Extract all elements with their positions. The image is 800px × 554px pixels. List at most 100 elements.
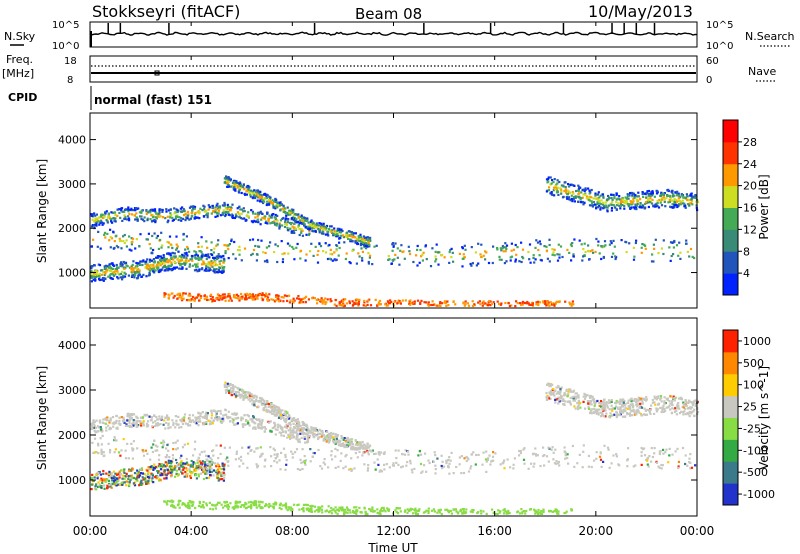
power-cell	[218, 260, 221, 263]
velocity-cell	[235, 413, 238, 416]
power-cell	[487, 261, 491, 265]
power-cell	[636, 202, 639, 206]
velocity-cell	[374, 468, 377, 471]
velocity-cell	[332, 439, 335, 443]
power-cell	[100, 219, 103, 222]
power-cell	[208, 256, 211, 259]
power-cell	[326, 233, 329, 236]
power-cell	[151, 234, 154, 238]
power-cell	[266, 299, 269, 302]
velocity-cell	[135, 421, 138, 424]
velocity-cell	[634, 464, 637, 467]
power-cell	[552, 251, 555, 254]
velocity-cell	[594, 408, 597, 411]
velocity-cell	[639, 399, 642, 402]
power-cell	[155, 212, 158, 215]
velocity-cell	[458, 463, 461, 466]
power-cell	[413, 300, 416, 303]
power-cell	[358, 239, 361, 242]
power-cell	[471, 262, 474, 265]
velocity-cell	[573, 399, 577, 402]
power-cell	[368, 245, 371, 248]
velocity-cell	[270, 455, 273, 458]
power-cell	[503, 262, 506, 265]
power-cell	[94, 275, 97, 279]
power-cell	[188, 250, 191, 253]
power-cell	[168, 267, 171, 270]
velocity-cell	[224, 409, 227, 412]
velocity-cell	[156, 445, 159, 448]
velocity-cell	[668, 400, 671, 403]
velocity-cell	[296, 423, 299, 426]
power-cell	[672, 195, 675, 198]
velocity-cell	[286, 411, 289, 414]
power-cell	[309, 226, 312, 229]
velocity-cell	[354, 447, 357, 450]
power-cell	[363, 246, 366, 249]
power-cell	[90, 272, 93, 275]
velocity-cell	[575, 392, 578, 395]
velocity-cell	[276, 461, 279, 464]
power-cell	[180, 296, 183, 299]
velocity-cell	[298, 438, 301, 441]
power-cell	[212, 251, 215, 254]
velocity-cell	[356, 441, 359, 444]
velocity-cell	[334, 455, 337, 458]
velocity-cell	[126, 419, 129, 422]
power-cell	[247, 211, 250, 214]
power-cell	[362, 243, 365, 246]
power-cell	[203, 295, 206, 298]
power-cell	[90, 225, 93, 228]
power-cell	[292, 229, 295, 232]
velocity-cell	[410, 468, 413, 471]
velocity-cell	[241, 423, 244, 426]
power-cell	[363, 299, 366, 302]
velocity-cell	[287, 433, 290, 436]
velocity-cell	[320, 435, 323, 438]
power-cell	[501, 247, 504, 250]
velocity-cell	[128, 413, 131, 416]
power-cell	[549, 301, 552, 304]
power-cell	[197, 245, 200, 248]
power-cell	[179, 264, 182, 267]
power-cell	[173, 294, 176, 298]
power-cell	[387, 300, 390, 303]
power-cell	[673, 201, 676, 204]
velocity-cell	[255, 396, 258, 399]
velocity-cell	[303, 461, 306, 464]
power-cell	[233, 240, 236, 244]
velocity-cell	[227, 460, 230, 463]
velocity-cell	[523, 447, 526, 450]
power-cell	[603, 240, 607, 243]
velocity-cell	[674, 407, 677, 410]
power-cell	[95, 213, 98, 216]
power-cell	[174, 217, 177, 220]
power-cell	[637, 195, 640, 198]
velocity-cell	[206, 412, 209, 415]
power-cell	[148, 243, 151, 246]
power-cell	[177, 260, 180, 263]
power-cell	[571, 191, 574, 194]
power-cell	[628, 242, 631, 245]
power-cell	[338, 246, 341, 250]
power-cell	[504, 301, 507, 305]
power-cell	[324, 233, 327, 236]
power-cell	[102, 222, 105, 225]
velocity-cell	[685, 401, 688, 404]
power-cell	[349, 240, 352, 243]
velocity-cell	[668, 454, 671, 457]
power-colorbar-swatch	[723, 251, 738, 274]
power-cell	[464, 303, 467, 306]
power-cell	[271, 202, 275, 205]
velocity-cell	[571, 444, 574, 448]
power-cell	[623, 204, 626, 208]
velocity-cell	[590, 403, 593, 406]
velocity-cell	[140, 424, 143, 427]
power-cell	[635, 198, 638, 201]
velocity-cell	[172, 448, 175, 451]
velocity-cell	[323, 458, 326, 461]
velocity-cell	[487, 457, 490, 460]
velocity-cell	[324, 437, 327, 440]
velocity-cell	[619, 410, 622, 413]
power-cell	[164, 263, 167, 266]
